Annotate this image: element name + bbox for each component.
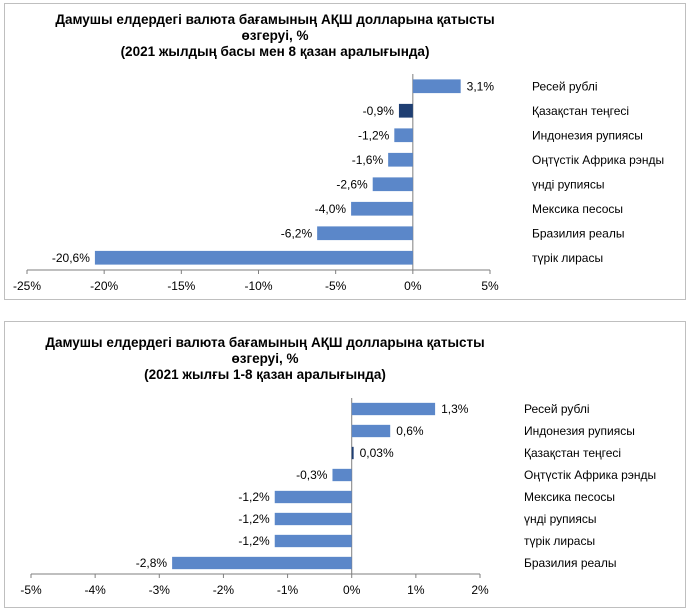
chart-1-data-label: 3,1% [467,79,495,93]
chart-2-bar [172,556,352,570]
chart-2-category-label: Бразилия реалы [524,556,616,570]
chart-2-plot: -5% -4% -3% -2% -1% 0% 1% 2% 1,3% Ресей рублі 0,6%… [20,398,656,597]
chart-1-title: Дамушы елдердегі валюта бағамының АҚШ до… [5,12,545,60]
chart-1-bar [317,226,413,241]
chart-1-category-label: Оңтүстік Африка рэнды [532,153,664,167]
chart-2-data-label: 0,03% [360,446,394,460]
chart-2-title-line-2: өзгеруі, % [231,351,299,366]
chart-1-data-label: -0,9% [363,104,395,118]
chart-2-data-label: -0,3% [296,468,328,482]
chart-2-category-label: түрік лирасы [524,534,595,548]
chart-2-data-label: 0,6% [396,424,424,438]
chart-1-category-label: Бразилия реалы [532,226,624,240]
chart-1-x-tick-label: -5% [325,279,347,293]
chart-1-bar [351,201,413,216]
chart-2-category-label: үнді рупиясы [524,512,597,526]
chart-2-bar [332,468,352,482]
chart-2-bar [274,512,352,526]
chart-1-category-label: Ресей рублі [532,79,598,93]
chart-2-data-label: -1,2% [238,490,270,504]
chart-1-data-label: -1,6% [352,153,384,167]
chart-1-x-tick-label: 5% [481,279,499,293]
chart-1-x-tick-label: 0% [404,279,422,293]
chart-2-bar [351,402,436,416]
chart-2-x-tick-label: 0% [343,583,361,597]
chart-2-data-label: 1,3% [441,402,469,416]
chart-1-bar [398,103,413,118]
chart-1-x-tick-label: -10% [244,279,272,293]
chart-2-data-label: -1,2% [238,534,270,548]
chart-1-bar [94,250,413,265]
chart-2-category-label: Мексика песосы [524,490,615,504]
chart-2-bar [351,424,391,438]
chart-1-bar [412,79,461,94]
chart-2-bar [351,446,354,460]
chart-1-title-line-1: Дамушы елдердегі валюта бағамының АҚШ до… [55,12,495,27]
chart-2-bar [274,490,352,504]
chart-1-bar [394,128,413,143]
chart-1-category-label: түрік лирасы [532,251,603,265]
chart-2-data-label: -1,2% [238,512,270,526]
chart-1-category-label: Индонезия рупиясы [532,128,643,142]
chart-1-data-label: -1,2% [358,128,390,142]
chart-2-x-tick-label: 1% [407,583,425,597]
chart-1-plot: -25% -20% -15% -10% -5% 0% 5% 3,1% Ресей рублі -0… [13,74,664,293]
chart-1-category-label: Мексика песосы [532,202,623,216]
chart-1-data-label: -4,0% [315,202,347,216]
chart-1-category-label: үнді рупиясы [532,177,605,191]
chart-2-data-label: -2,8% [136,556,168,570]
chart-1-x-tick-label: -25% [13,279,41,293]
chart-1-bar [372,177,413,192]
chart-2-x-tick-label: -2% [213,583,235,597]
chart-2-title-line-1: Дамушы елдердегі валюта бағамының АҚШ до… [45,335,485,350]
chart-2-subtitle: (2021 жылғы 1-8 қазан аралығында) [144,367,386,382]
chart-1-category-label: Қазақстан теңгесі [532,104,629,118]
chart-1-bar [388,152,413,167]
chart-2-category-label: Қазақстан теңгесі [524,446,621,460]
chart-panel-1: Дамушы елдердегі валюта бағамының АҚШ до… [4,3,686,300]
chart-2-x-tick-label: -5% [20,583,42,597]
chart-2-x-tick-label: 2% [471,583,489,597]
chart-1-data-label: -20,6% [52,251,90,265]
chart-2-category-label: Оңтүстік Африка рэнды [524,468,656,482]
chart-2-x-tick-label: -3% [149,583,171,597]
chart-2-category-label: Ресей рублі [524,402,590,416]
chart-1-data-label: -2,6% [336,177,368,191]
chart-1-x-tick-label: -15% [167,279,195,293]
chart-2-category-label: Индонезия рупиясы [524,424,635,438]
chart-1-x-tick-label: -20% [90,279,118,293]
chart-2-x-tick-label: -1% [277,583,299,597]
chart-2-bar [274,534,352,548]
chart-2-title: Дамушы елдердегі валюта бағамының АҚШ до… [5,335,525,383]
chart-1-title-line-2: өзгеруі, % [241,28,309,43]
chart-1-subtitle: (2021 жылдың басы мен 8 қазан аралығында… [120,44,430,59]
chart-1-data-label: -6,2% [281,226,313,240]
chart-panel-2: Дамушы елдердегі валюта бағамының АҚШ до… [4,321,686,608]
chart-2-x-tick-label: -4% [84,583,106,597]
